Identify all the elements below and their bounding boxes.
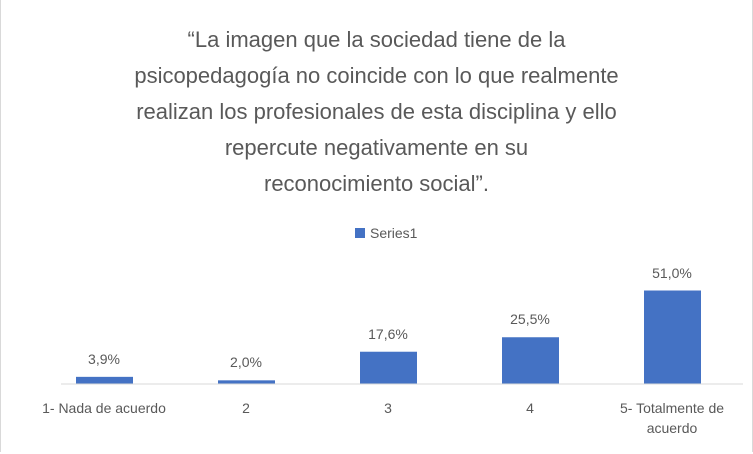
x-tick-label: 1- Nada de acuerdo [42, 400, 166, 416]
x-tick-label: 3 [384, 400, 392, 416]
bar [218, 380, 275, 384]
bar [644, 290, 701, 384]
x-tick-label: 2 [242, 400, 250, 416]
x-tick-label: 4 [526, 400, 534, 416]
legend-swatch [355, 228, 365, 238]
legend-label: Series1 [370, 225, 418, 241]
value-label: 3,9% [88, 350, 120, 367]
value-label: 17,6% [368, 325, 408, 342]
value-label: 2,0% [230, 354, 262, 371]
chart-title: “La imagen que la sociedad tiene de la p… [134, 27, 619, 196]
bar [76, 376, 133, 384]
x-tick-label: 5- Totalmente de acuerdo [619, 400, 725, 436]
legend: Series1 [355, 225, 417, 241]
value-label: 25,5% [510, 311, 550, 328]
value-label: 51,0% [652, 264, 692, 281]
bar [360, 351, 417, 384]
bar [502, 337, 559, 384]
